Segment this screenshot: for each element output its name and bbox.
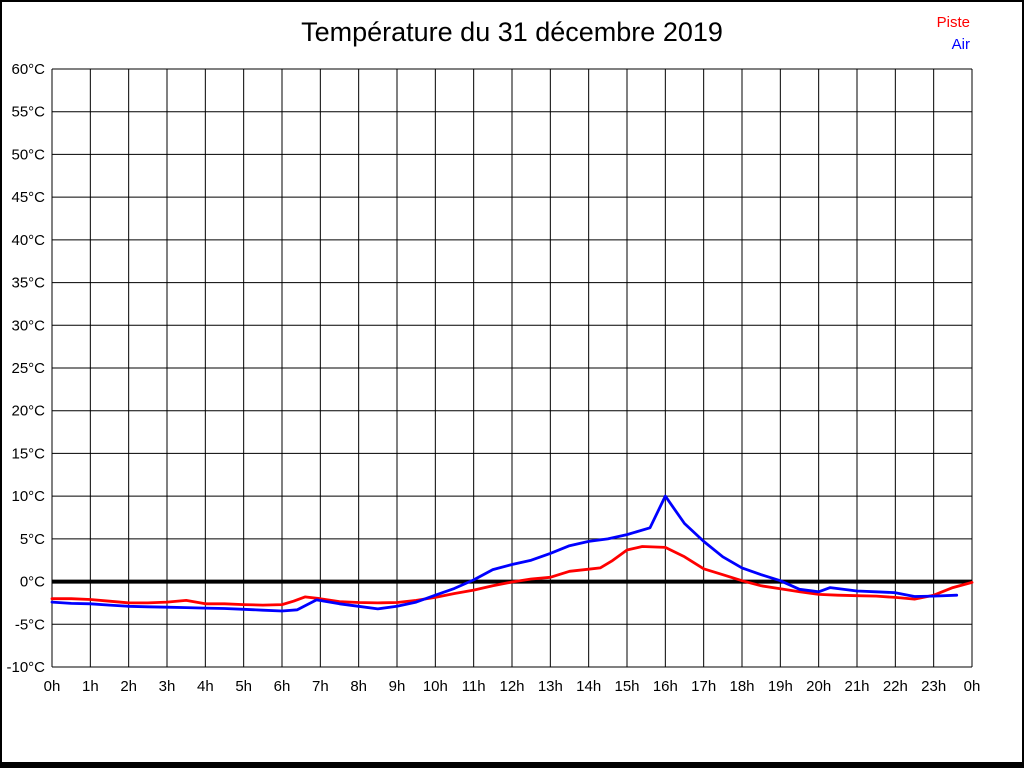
x-tick-label: 6h	[274, 678, 291, 695]
x-tick-label: 14h	[576, 678, 601, 695]
y-tick-label: 60°C	[11, 61, 45, 78]
x-tick-label: 11h	[462, 678, 486, 695]
x-tick-label: 16h	[653, 678, 678, 695]
x-tick-label: 2h	[120, 678, 137, 695]
y-tick-label: 10°C	[11, 488, 45, 505]
x-tick-label: 22h	[883, 678, 908, 695]
x-tick-label: 1h	[82, 678, 99, 695]
x-tick-label: 20h	[806, 678, 831, 695]
y-tick-label: 20°C	[11, 403, 45, 420]
x-tick-label: 0h	[44, 678, 61, 695]
x-tick-label: 0h	[964, 678, 981, 695]
x-tick-label: 7h	[312, 678, 329, 695]
x-tick-label: 18h	[729, 678, 754, 695]
legend: Piste Air	[937, 12, 970, 56]
y-tick-label: 45°C	[11, 189, 45, 206]
x-tick-label: 17h	[691, 678, 716, 695]
y-tick-label: 0°C	[20, 574, 45, 591]
y-tick-label: 55°C	[11, 104, 45, 121]
x-tick-label: 8h	[350, 678, 367, 695]
y-tick-label: 5°C	[20, 531, 45, 548]
x-tick-label: 10h	[423, 678, 448, 695]
y-tick-label: 50°C	[11, 146, 45, 163]
x-tick-label: 23h	[921, 678, 946, 695]
x-tick-label: 3h	[159, 678, 176, 695]
chart-title: Température du 31 décembre 2019	[301, 17, 723, 47]
x-tick-label: 9h	[389, 678, 406, 695]
y-tick-label: 35°C	[11, 275, 45, 292]
y-tick-label: 25°C	[11, 360, 45, 377]
x-tick-label: 19h	[768, 678, 793, 695]
x-tick-label: 21h	[844, 678, 869, 695]
y-tick-label: 30°C	[11, 317, 45, 334]
legend-item-air: Air	[951, 36, 970, 53]
y-tick-label: -10°C	[6, 659, 45, 676]
x-tick-label: 15h	[614, 678, 639, 695]
y-tick-label: -5°C	[15, 616, 45, 633]
x-tick-label: 12h	[499, 678, 524, 695]
piste-temperature-line	[50, 545, 974, 607]
y-tick-label: 40°C	[11, 232, 45, 249]
y-tick-label: 15°C	[11, 445, 45, 462]
x-tick-label: 13h	[538, 678, 563, 695]
x-tick-label: 4h	[197, 678, 214, 695]
legend-item-piste: Piste	[936, 14, 970, 31]
air-temperature-line	[50, 494, 959, 613]
x-tick-label: 5h	[235, 678, 252, 695]
